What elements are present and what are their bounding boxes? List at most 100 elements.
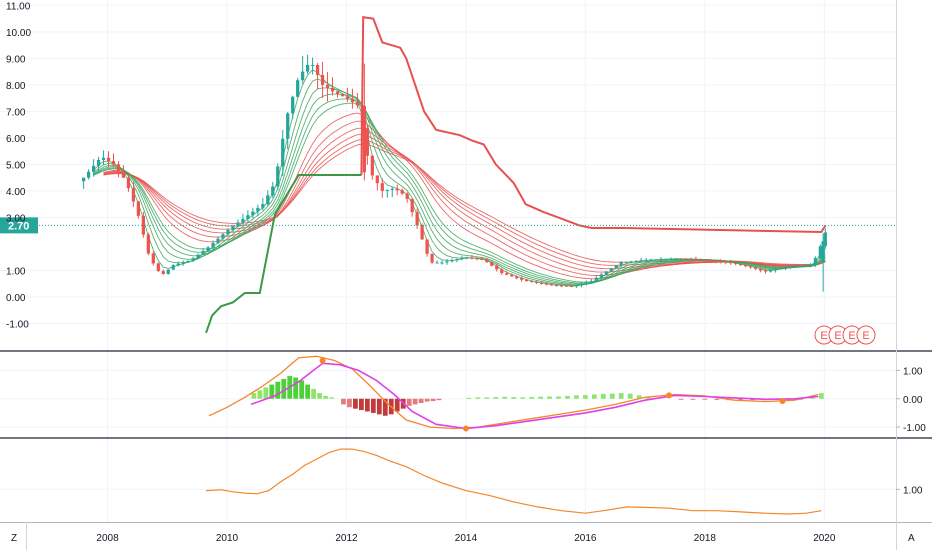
candle[interactable] xyxy=(276,166,280,187)
macd-cross-marker[interactable] xyxy=(779,398,786,405)
stop-line-red[interactable] xyxy=(360,16,827,234)
candle[interactable] xyxy=(440,262,444,264)
auto-scale-toggle[interactable]: A xyxy=(908,533,915,544)
candle[interactable] xyxy=(520,278,524,280)
candle[interactable] xyxy=(549,284,554,286)
candle[interactable] xyxy=(714,260,718,262)
macd-histogram-bar[interactable] xyxy=(412,398,418,405)
candlestick-series[interactable] xyxy=(82,54,827,292)
candle[interactable] xyxy=(614,265,618,269)
macd-histogram-bar[interactable] xyxy=(714,398,720,400)
candle[interactable] xyxy=(330,88,335,92)
macd-histogram-bar[interactable] xyxy=(299,380,305,399)
candle[interactable] xyxy=(350,98,355,103)
candle[interactable] xyxy=(659,259,663,261)
candle[interactable] xyxy=(226,229,230,235)
candle[interactable] xyxy=(749,266,753,268)
candle[interactable] xyxy=(788,266,793,268)
candle[interactable] xyxy=(286,113,290,139)
macd-histogram-bar[interactable] xyxy=(690,398,696,400)
candle[interactable] xyxy=(709,259,713,261)
candle[interactable] xyxy=(684,258,688,260)
candle[interactable] xyxy=(261,204,265,208)
macd-histogram-bar[interactable] xyxy=(627,393,633,399)
macd-histogram-bar[interactable] xyxy=(281,378,287,399)
macd-histogram-bar[interactable] xyxy=(430,398,436,402)
candle[interactable] xyxy=(445,261,449,263)
candle[interactable] xyxy=(768,270,773,272)
candle[interactable] xyxy=(584,282,588,285)
candle[interactable] xyxy=(166,269,170,274)
candle[interactable] xyxy=(325,84,330,89)
candle[interactable] xyxy=(126,177,131,189)
candle[interactable] xyxy=(694,259,698,261)
candle[interactable] xyxy=(699,259,703,261)
candle[interactable] xyxy=(151,253,155,264)
earnings-marker[interactable] xyxy=(856,325,876,345)
candle[interactable] xyxy=(335,91,340,95)
candle[interactable] xyxy=(554,285,559,287)
candle[interactable] xyxy=(365,128,369,156)
candle[interactable] xyxy=(186,260,190,263)
candle[interactable] xyxy=(400,190,404,194)
candle[interactable] xyxy=(594,277,598,282)
macd-histogram-bar[interactable] xyxy=(323,395,328,399)
macd-histogram-bar[interactable] xyxy=(574,395,579,399)
candle[interactable] xyxy=(574,285,579,287)
candle[interactable] xyxy=(82,177,86,182)
macd-histogram-bar[interactable] xyxy=(263,387,269,399)
candle[interactable] xyxy=(534,282,539,284)
macd-histogram-bar[interactable] xyxy=(376,398,382,415)
candle[interactable] xyxy=(171,265,175,270)
candle[interactable] xyxy=(609,268,613,272)
macd-histogram-bar[interactable] xyxy=(538,396,543,399)
candle[interactable] xyxy=(455,259,459,261)
candle[interactable] xyxy=(390,188,394,190)
candle[interactable] xyxy=(221,234,225,239)
price-pane[interactable]: 2.70E E E E xyxy=(0,16,896,345)
candle[interactable] xyxy=(624,261,628,263)
candle[interactable] xyxy=(216,238,220,244)
macd-histogram-bar[interactable] xyxy=(436,398,442,401)
macd-histogram-bar[interactable] xyxy=(502,396,508,399)
candle[interactable] xyxy=(500,269,504,274)
candle[interactable] xyxy=(86,171,91,178)
candle[interactable] xyxy=(231,226,235,230)
oscillator-line[interactable] xyxy=(206,448,822,515)
candle[interactable] xyxy=(161,271,165,274)
candle[interactable] xyxy=(539,282,544,284)
candle[interactable] xyxy=(823,232,827,247)
candle[interactable] xyxy=(191,258,195,261)
candle[interactable] xyxy=(808,265,812,267)
candle[interactable] xyxy=(679,258,683,260)
candle[interactable] xyxy=(599,274,603,278)
candle[interactable] xyxy=(579,284,584,286)
candle[interactable] xyxy=(206,247,210,252)
candle[interactable] xyxy=(719,261,723,263)
candle[interactable] xyxy=(729,262,733,264)
macd-histogram-bar[interactable] xyxy=(702,398,708,400)
spike-candle[interactable] xyxy=(362,106,366,173)
candle[interactable] xyxy=(211,243,215,248)
macd-histogram-bar[interactable] xyxy=(591,394,597,399)
candle[interactable] xyxy=(176,263,180,266)
candle[interactable] xyxy=(340,94,345,97)
macd-histogram-bar[interactable] xyxy=(556,396,561,399)
candle[interactable] xyxy=(415,212,419,226)
candle[interactable] xyxy=(236,222,240,227)
candle[interactable] xyxy=(564,285,569,287)
candle[interactable] xyxy=(758,268,763,271)
candle[interactable] xyxy=(375,175,379,184)
macd-histogram-bar[interactable] xyxy=(311,388,316,399)
candle[interactable] xyxy=(345,96,350,99)
candle[interactable] xyxy=(813,258,817,266)
oscillator-pane[interactable] xyxy=(206,448,822,515)
macd-histogram-bar[interactable] xyxy=(317,393,322,399)
candle[interactable] xyxy=(669,258,673,260)
candle[interactable] xyxy=(306,64,310,72)
macd-cross-marker[interactable] xyxy=(666,392,673,399)
candle[interactable] xyxy=(525,279,529,282)
spike-candle[interactable] xyxy=(821,241,825,263)
macd-signal-line[interactable] xyxy=(250,362,819,430)
